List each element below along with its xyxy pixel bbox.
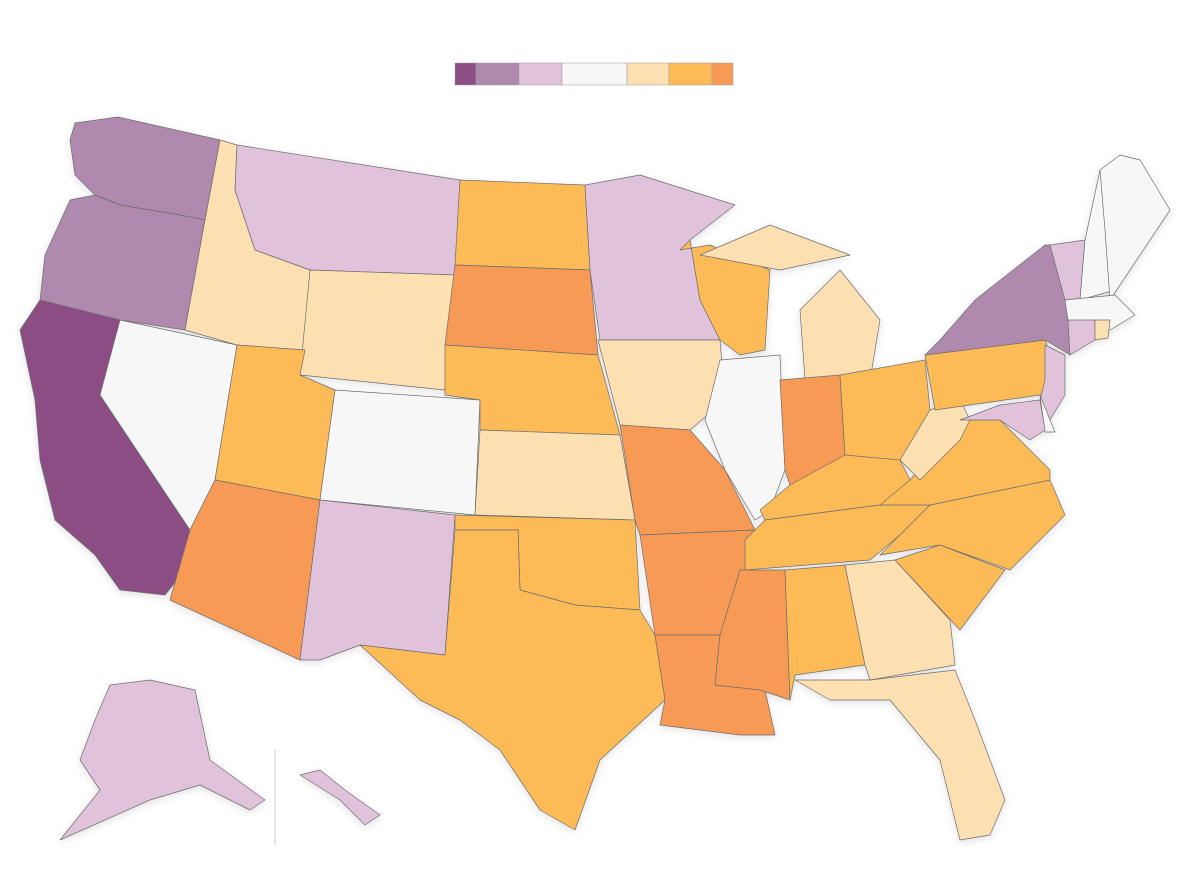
state [924,244,1071,356]
state [784,564,866,701]
state [794,669,1006,841]
legend [454,62,734,86]
state [39,194,206,331]
legend-swatch [668,62,713,86]
state [319,389,481,516]
state [894,544,1006,631]
state [959,399,1046,441]
state [359,529,666,831]
state [1067,319,1096,356]
state [299,499,456,661]
legend-swatch [518,62,563,86]
state [454,179,591,271]
legend-swatch [561,62,628,86]
state [444,264,599,356]
states [19,116,1171,841]
legend-swatch [626,62,670,86]
state [169,479,321,661]
state [474,429,636,521]
state [1094,319,1111,341]
state [299,769,381,826]
state [1099,154,1171,301]
legend-swatch [454,62,477,86]
state [699,224,881,381]
state [299,269,456,391]
legend-swatch [711,62,734,86]
legend-swatch [475,62,520,86]
state [59,679,266,841]
